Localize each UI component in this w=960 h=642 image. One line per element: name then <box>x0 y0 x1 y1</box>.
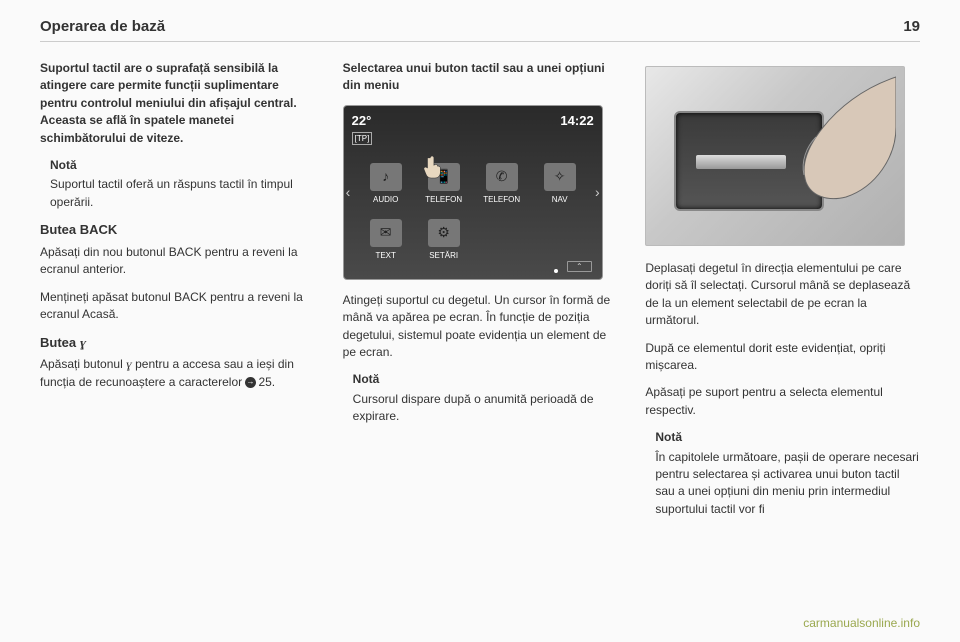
section-back-title: Butea BACK <box>40 221 315 240</box>
app-nav-label: NAV <box>552 194 568 206</box>
mic-paragraph: Apăsați butonul ɣ pentru a accesa sau a … <box>40 356 315 391</box>
app-telefon-2: ✆ TELEFON <box>474 153 530 205</box>
hand-cursor-icon <box>422 154 444 180</box>
app-nav: ✧ NAV <box>532 153 588 205</box>
section-mic-title: Butea ɣ <box>40 334 315 353</box>
move-paragraph-1: Deplasați degetul în direcția elementulu… <box>645 260 920 330</box>
reference-number: 25. <box>258 375 275 389</box>
note-label: Notă <box>50 157 315 174</box>
note-label-3: Notă <box>655 429 920 446</box>
app-empty-1 <box>474 209 530 261</box>
move-paragraph-3: Apăsați pe suport pentru a selecta eleme… <box>645 384 920 419</box>
page-number: 19 <box>903 18 920 35</box>
content-columns: Suportul tactil are o suprafață sensibil… <box>40 60 920 632</box>
phone2-icon: ✆ <box>486 163 518 191</box>
note-label-2: Notă <box>353 371 618 388</box>
select-heading: Selectarea unui buton tactil sau a unei … <box>343 60 618 95</box>
note-block-3: Notă În capitolele următoare, pașii de o… <box>655 429 920 518</box>
chevron-up-icon: ⌃ <box>567 261 592 272</box>
screen-app-grid: ♪AUDIO 📱TELEFON ✆TELEFON ✧NAV ✉TEXT ⚙SET… <box>352 153 594 261</box>
intro-paragraph: Suportul tactil are o suprafață sensibil… <box>40 60 315 147</box>
note-body: Suportul tactil oferă un răspuns tactil … <box>50 177 293 208</box>
column-middle: Selectarea unui buton tactil sau a unei … <box>343 60 618 632</box>
screen-arrow-right-icon: › <box>595 182 600 202</box>
note-block-2: Notă Cursorul dispare după o anumită per… <box>353 371 618 425</box>
back-paragraph-2: Mențineți apăsat butonul BACK pentru a r… <box>40 289 315 324</box>
app-audio-label: AUDIO <box>373 194 398 206</box>
screen-tp-indicator: [TP] <box>352 132 373 146</box>
mic-title-text: Butea <box>40 335 80 350</box>
app-setari-label: SETĂRI <box>429 250 458 262</box>
app-telefon2-label: TELEFON <box>483 194 520 206</box>
mic-pre: Apăsați butonul <box>40 357 126 371</box>
back-paragraph-1: Apăsați din nou butonul BACK pentru a re… <box>40 244 315 279</box>
screen-temperature: 22° <box>352 112 373 131</box>
header-title: Operarea de bază <box>40 18 165 35</box>
text-icon: ✉ <box>370 219 402 247</box>
move-paragraph-2: După ce elementul dorit este evidențiat,… <box>645 340 920 375</box>
app-text-label: TEXT <box>375 250 395 262</box>
reference-icon <box>245 377 256 388</box>
handwriting-icon: ɣ <box>80 334 86 353</box>
note-body-3: În capitolele următoare, pașii de operar… <box>655 450 918 516</box>
app-telefon1-label: TELEFON <box>425 194 462 206</box>
app-text: ✉ TEXT <box>358 209 414 261</box>
note-block-1: Notă Suportul tactil oferă un răspuns ta… <box>50 157 315 211</box>
note-body-2: Cursorul dispare după o anumită perioadă… <box>353 392 594 423</box>
app-empty-2 <box>532 209 588 261</box>
infotainment-screenshot: 22° [TP] 14:22 ‹ › ♪AUDIO 📱TELEFON ✆TELE… <box>343 105 603 280</box>
column-left: Suportul tactil are o suprafață sensibil… <box>40 60 315 632</box>
app-audio: ♪ AUDIO <box>358 153 414 205</box>
touch-paragraph-1: Atingeți suportul cu degetul. Un cursor … <box>343 292 618 362</box>
compass-icon: ✧ <box>544 163 576 191</box>
touchpad-photo <box>645 66 905 246</box>
screen-clock: 14:22 <box>560 112 593 131</box>
column-right: Deplasați degetul în direcția elementulu… <box>645 60 920 632</box>
screen-arrow-left-icon: ‹ <box>346 182 351 202</box>
screen-statusbar: 22° [TP] 14:22 <box>352 112 594 145</box>
page: Operarea de bază 19 Suportul tactil are … <box>0 0 960 642</box>
app-setari: ⚙ SETĂRI <box>416 209 472 261</box>
page-header: Operarea de bază 19 <box>40 18 920 42</box>
screen-temp-block: 22° [TP] <box>352 112 373 145</box>
gear-icon: ⚙ <box>428 219 460 247</box>
finger-illustration <box>746 67 896 227</box>
screen-page-dot <box>554 269 558 273</box>
screen-bottom-bar: ⌃ <box>567 260 592 275</box>
footer-url: carmanualsonline.info <box>803 616 920 630</box>
audio-icon: ♪ <box>370 163 402 191</box>
